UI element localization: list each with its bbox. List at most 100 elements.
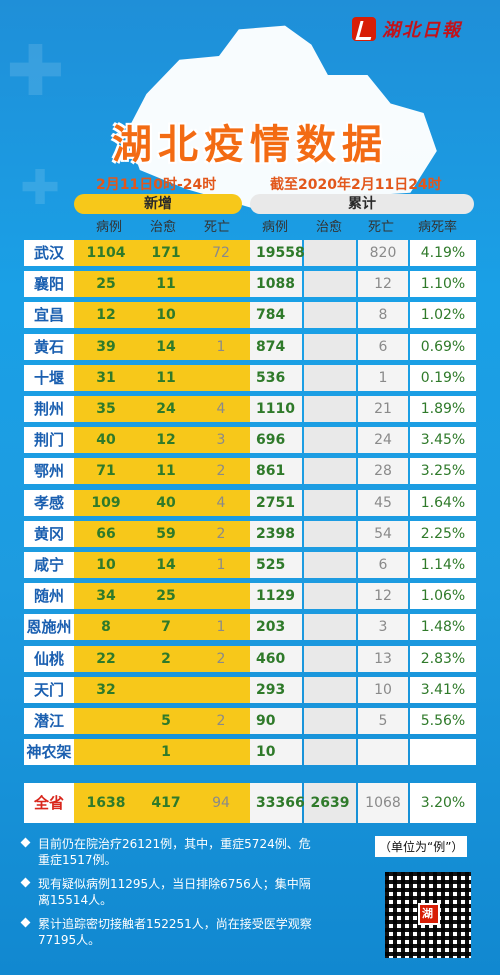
acc-bg-cure [304,458,356,484]
acc-death-value: 6 [378,557,388,573]
acc-cure-value [304,708,356,734]
acc-bg-death [358,708,408,734]
new-death-value: 2 [216,713,226,729]
acc-rate-value: 3.45% [420,432,466,448]
city-name: 襄阳 [24,271,74,297]
acc-cure-value [304,739,356,765]
col-header-acc-case: 病例 [262,220,289,235]
new-case-value: 31 [96,370,116,386]
acc-bg-rate [410,552,476,578]
acc-death-value: 21 [374,401,392,417]
table-row: 黄冈 66 59 2 2398 54 2.25% [24,521,476,547]
acc-bg-rate [410,427,476,453]
acc-death-value: 10 [374,682,392,698]
acc-death-value: 12 [374,276,392,292]
acc-bg-death [358,646,408,672]
new-cure-value: 417 [151,795,181,811]
acc-bg-cure [304,583,356,609]
new-case-value: 39 [96,339,116,355]
new-cure-value: 2 [161,651,171,667]
total-row: 全省 1638 417 94 33366 2639 1068 3.20% [24,783,476,823]
new-death-value [196,365,246,391]
new-case-value: 25 [96,276,116,292]
new-death-value [196,583,246,609]
acc-death-value: 24 [374,432,392,448]
acc-cure-value [304,271,356,297]
unit-label: （单位为“例”） [375,836,468,857]
acc-bg-case [250,396,302,422]
acc-bg-death [358,240,408,266]
acc-bg-case [250,739,302,765]
logo-text: 湖北日報 [382,20,462,41]
qr-badge: 湖 [418,903,440,925]
acc-cure-value [304,240,356,266]
acc-bg-death [358,552,408,578]
table-row: 宜昌 12 10 784 8 1.02% [24,302,476,328]
city-name: 恩施州 [24,614,74,640]
acc-death-value: 8 [378,307,388,323]
table-row: 鄂州 71 11 2 861 28 3.25% [24,458,476,484]
table-row: 襄阳 25 11 1088 12 1.10% [24,271,476,297]
acc-bg-cure [304,677,356,703]
acc-death-value: 28 [374,463,392,479]
new-case-value: 35 [96,401,116,417]
acc-bg-cure [304,646,356,672]
acc-bg-cure [304,271,356,297]
new-cure-value: 11 [156,463,176,479]
acc-death-value: 1068 [365,795,401,811]
acc-case-value: 19558 [256,245,305,261]
table-row: 荆州 35 24 4 1110 21 1.89% [24,396,476,422]
subtitle-daily: 2月11日0时-24时 [96,177,217,193]
subtitle-cumulative: 截至2020年2月11日24时 [270,177,442,193]
city-name: 荆州 [24,396,74,422]
col-header-new-cure: 治愈 [150,220,177,235]
new-bg [74,302,268,328]
acc-rate-value: 1.06% [420,588,466,604]
acc-rate-value: 0.69% [420,339,466,355]
acc-bg-death [358,302,408,328]
new-case-value: 32 [96,682,116,698]
acc-bg-death [358,365,408,391]
acc-bg-case [250,271,302,297]
acc-bg-death [358,427,408,453]
acc-cure-value [304,334,356,360]
acc-bg-case [250,240,302,266]
acc-case-value: 10 [256,744,276,760]
new-case-value: 66 [96,526,116,542]
new-bg [74,708,268,734]
new-bg [74,552,268,578]
notes-list: 目前仍在院治疗26121例，其中，重症5724例、危重症1517例。 现有疑似病… [20,836,322,956]
acc-case-value: 90 [256,713,276,729]
new-case-value: 40 [96,432,116,448]
city-name: 神农架 [24,739,74,765]
acc-bg-case [250,708,302,734]
acc-bg-rate [410,583,476,609]
city-name: 黄冈 [24,521,74,547]
acc-bg-case [250,677,302,703]
new-case-value [76,708,136,734]
diamond-bullet-icon [20,837,31,848]
acc-bg-cure [304,427,356,453]
background-cross-decoration: ✚ [20,160,61,216]
acc-bg-cure [304,521,356,547]
table-row: 天门 32 293 10 3.41% [24,677,476,703]
acc-bg-rate [410,708,476,734]
acc-case-value: 203 [256,619,286,635]
acc-bg-rate [410,677,476,703]
acc-rate-value: 3.20% [420,795,466,811]
city-name: 咸宁 [24,552,74,578]
col-header-new-case: 病例 [96,220,123,235]
new-death-value: 1 [216,619,226,635]
acc-rate-value: 4.19% [420,245,466,261]
table-row: 孝感 109 40 4 2751 45 1.64% [24,490,476,516]
new-cure-value: 7 [161,619,171,635]
acc-death-value: 12 [374,588,392,604]
acc-bg-rate [410,334,476,360]
acc-bg-case [250,583,302,609]
acc-death-value: 54 [374,526,392,542]
city-name: 宜昌 [24,302,74,328]
acc-bg-rate [410,490,476,516]
acc-rate-value [410,739,476,765]
new-case-value: 22 [96,651,116,667]
new-death-value: 72 [212,245,230,261]
